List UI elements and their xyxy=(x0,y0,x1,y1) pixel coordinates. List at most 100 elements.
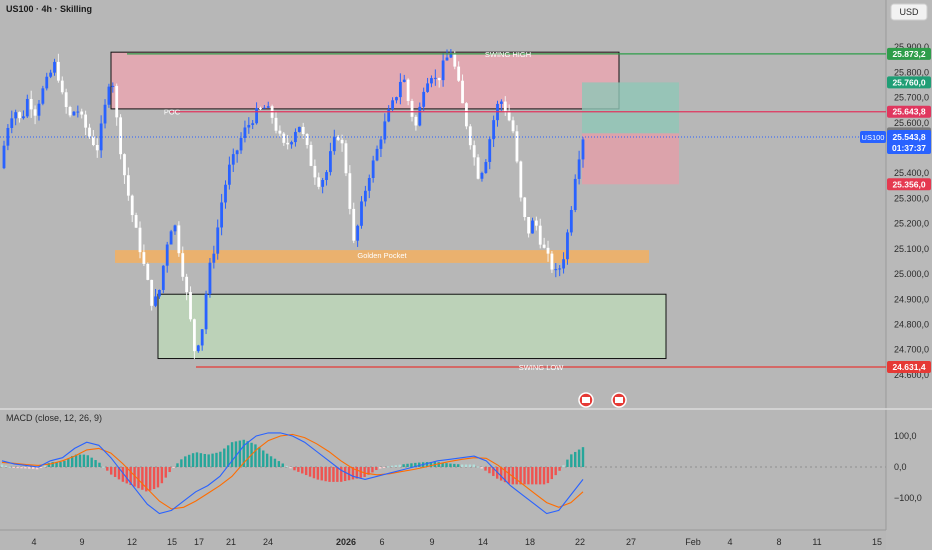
event-flag-stripe xyxy=(615,397,623,403)
candle-body xyxy=(499,101,503,104)
candle-body xyxy=(562,259,565,269)
candle-body xyxy=(507,112,511,121)
macd-histogram-bar xyxy=(574,451,577,467)
macd-histogram-bar xyxy=(43,465,47,467)
candle-body xyxy=(25,98,29,117)
macd-histogram-bar xyxy=(355,467,359,479)
macd-histogram-bar xyxy=(328,467,331,482)
macd-histogram-bar xyxy=(226,445,230,467)
candle-body xyxy=(519,161,523,198)
candle-body xyxy=(33,109,37,116)
candle-body xyxy=(14,112,18,119)
price-tick-label: 24.900,0 xyxy=(894,294,929,304)
macd-title: MACD (close, 12, 26, 9) xyxy=(6,413,102,423)
candle-body xyxy=(41,88,45,104)
stop-price-tag: 25.356,0 xyxy=(892,179,925,189)
macd-histogram-bar xyxy=(12,467,15,468)
last-price-tag: 25.543,8 xyxy=(892,132,925,142)
macd-histogram-bar xyxy=(121,467,125,482)
macd-histogram-bar xyxy=(258,447,261,467)
macd-histogram-bar xyxy=(499,467,503,481)
macd-histogram-bar xyxy=(386,466,390,468)
candle-body xyxy=(274,117,278,131)
price-tick-label: 24.700,0 xyxy=(894,345,929,355)
countdown-tag: 01:37:37 xyxy=(892,143,926,153)
candle-body xyxy=(554,269,558,271)
swing-high-price-tag-bg xyxy=(887,47,931,60)
candle-body xyxy=(410,100,414,117)
date-tick-label: 8 xyxy=(776,537,781,547)
macd-histogram-bar xyxy=(289,467,292,469)
candle-body xyxy=(391,100,394,110)
candle-body xyxy=(418,106,422,126)
candle-body xyxy=(344,143,348,174)
macd-histogram-bar xyxy=(308,467,312,477)
candle-body xyxy=(88,127,91,137)
last-price-tag-bg xyxy=(887,129,931,154)
macd-histogram-bar xyxy=(429,462,433,467)
symbol-badge xyxy=(860,130,886,143)
macd-signal-line xyxy=(1,433,584,510)
price-tick-label: 24.800,0 xyxy=(894,319,929,329)
date-tick-label: Feb xyxy=(685,537,701,547)
macd-histogram-bar xyxy=(246,441,249,467)
candle-body xyxy=(99,123,103,151)
macd-histogram-bar xyxy=(277,461,281,467)
macd-histogram-bar xyxy=(230,442,234,467)
macd-histogram-bar xyxy=(0,464,4,467)
macd-histogram-bar xyxy=(98,462,101,467)
date-tick-label: 18 xyxy=(525,537,535,547)
macd-histogram-bar xyxy=(106,467,109,471)
candle-body xyxy=(286,142,290,145)
macd-histogram-bar xyxy=(20,467,23,469)
macd-histogram-bar xyxy=(51,462,54,467)
candle-body xyxy=(95,144,99,151)
candle-body xyxy=(422,91,426,107)
candle-body xyxy=(457,66,461,81)
macd-histogram-bar xyxy=(215,452,218,467)
macd-histogram-bar xyxy=(581,447,585,467)
macd-histogram-bar xyxy=(152,467,156,490)
macd-histogram-bar xyxy=(511,467,515,485)
candle-body xyxy=(406,79,410,101)
macd-histogram-bar xyxy=(398,464,401,467)
candle-body xyxy=(356,225,360,241)
candle-body xyxy=(239,137,243,151)
candle-body xyxy=(185,276,189,293)
currency-button[interactable]: USD xyxy=(890,3,928,21)
candle-body xyxy=(84,114,88,128)
macd-histogram-bar xyxy=(148,467,152,491)
macd-histogram-bar xyxy=(379,467,382,469)
macd-histogram-bar xyxy=(523,467,526,485)
macd-line xyxy=(1,432,584,515)
macd-histogram-bar xyxy=(39,467,43,468)
price-tick-label: 25.300,0 xyxy=(894,193,929,203)
macd-histogram-bar xyxy=(129,467,132,486)
candle-body xyxy=(227,164,231,185)
macd-histogram-bar xyxy=(4,465,8,467)
macd-histogram-bar xyxy=(476,466,479,468)
candle-body xyxy=(243,127,247,138)
candle-body xyxy=(488,139,492,162)
macd-histogram-bar xyxy=(176,463,179,467)
candle-body xyxy=(6,127,10,146)
candle-body xyxy=(259,108,262,110)
candle-body xyxy=(367,178,371,191)
date-tick-label: 27 xyxy=(626,537,636,547)
candle-body xyxy=(60,80,64,93)
candle-body xyxy=(158,289,161,297)
golden-pocket-zone xyxy=(115,250,649,263)
macd-histogram-bar xyxy=(184,456,187,467)
candle-body xyxy=(363,190,367,202)
macd-histogram-bar xyxy=(336,467,339,482)
swing-low-price-tag: 24.631,4 xyxy=(892,362,925,372)
macd-histogram-bar xyxy=(8,466,11,468)
macd-histogram-bar xyxy=(172,467,175,468)
macd-histogram-bar xyxy=(324,467,327,482)
candle-body xyxy=(484,161,488,173)
macd-histogram-bar xyxy=(145,467,148,492)
candle-body xyxy=(278,130,282,134)
macd-histogram-bar xyxy=(31,467,35,470)
